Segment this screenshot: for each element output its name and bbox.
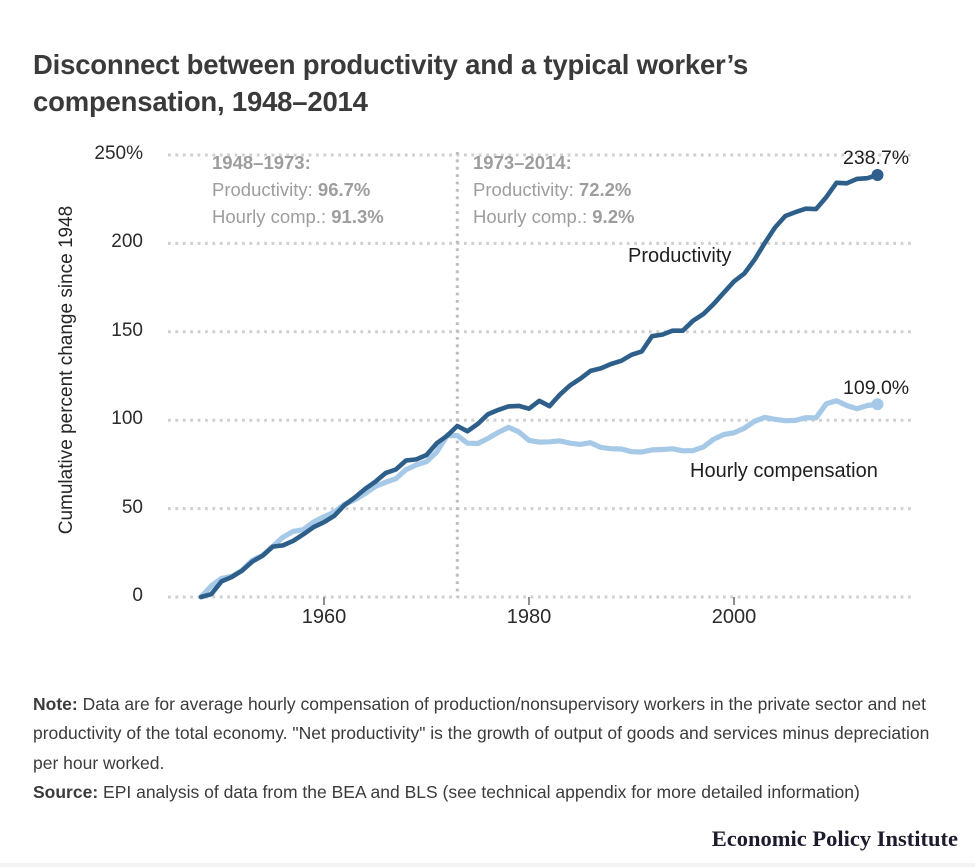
annotation-line: Productivity: 72.2% xyxy=(473,176,634,203)
annotation-label: Hourly comp.: xyxy=(473,206,593,227)
annotation-line: Hourly comp.: 9.2% xyxy=(473,203,634,230)
y-tick-label: 50 xyxy=(121,497,143,518)
y-tick-label: 100 xyxy=(111,408,143,429)
source-label: Source: xyxy=(33,781,99,802)
y-axis-title: Cumulative percent change since 1948 xyxy=(56,205,77,535)
annotation-value: 91.3% xyxy=(331,206,384,227)
x-tick-label: 1960 xyxy=(301,606,347,628)
note-label: Note: xyxy=(33,693,78,714)
bottom-divider xyxy=(0,863,975,867)
annotation-period: 1973–2014: xyxy=(473,152,572,173)
y-tick-label: 0 xyxy=(132,585,143,606)
annotation-line: Productivity: 96.7% xyxy=(212,176,384,203)
line-chart-plot xyxy=(168,152,915,605)
x-tick-label: 1980 xyxy=(506,606,552,628)
annotation-1948-1973: 1948–1973: Productivity: 96.7% Hourly co… xyxy=(212,149,384,230)
annotation-value: 96.7% xyxy=(317,179,371,200)
annotation-label: Productivity: xyxy=(212,179,318,200)
source-body: EPI analysis of data from the BEA and BL… xyxy=(98,781,860,802)
hourly-compensation-end-value-label: 109.0% xyxy=(843,377,910,399)
annotation-period: 1948–1973: xyxy=(212,152,311,173)
y-tick-label: 250% xyxy=(94,143,143,164)
note-text: Note: Data are for average hourly compen… xyxy=(33,690,941,779)
productivity-series-label: Productivity xyxy=(628,245,732,267)
annotation-label: Hourly comp.: xyxy=(212,206,332,227)
annotation-value: 72.2% xyxy=(578,179,632,200)
hourly-compensation-series-label: Hourly compensation xyxy=(690,460,878,482)
annotation-value: 9.2% xyxy=(592,206,635,227)
y-tick-label: 200 xyxy=(111,231,143,252)
x-tick-label: 2000 xyxy=(711,606,757,628)
note-body: Data are for average hourly compensation… xyxy=(33,693,930,773)
chart-title: Disconnect between productivity and a ty… xyxy=(33,49,749,118)
y-tick-label: 150 xyxy=(111,320,143,341)
productivity-end-value-label: 238.7% xyxy=(843,147,910,169)
annotation-1973-2014: 1973–2014: Productivity: 72.2% Hourly co… xyxy=(473,149,634,230)
annotation-line: Hourly comp.: 91.3% xyxy=(212,203,384,230)
annotation-label: Productivity: xyxy=(473,179,579,200)
source-text: Source: EPI analysis of data from the BE… xyxy=(33,778,903,808)
epi-logo: Economic Policy Institute xyxy=(711,826,958,851)
